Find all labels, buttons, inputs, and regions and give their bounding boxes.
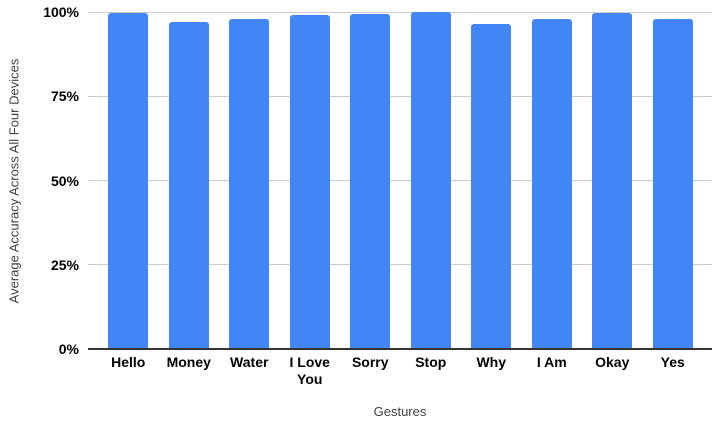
x-tick-label: Hello <box>111 354 146 370</box>
bar-okay <box>592 13 633 349</box>
x-tick-label: Water <box>230 354 269 370</box>
x-tick-label: Sorry <box>351 354 389 370</box>
bar-hello <box>108 12 149 349</box>
gridline <box>88 95 712 97</box>
y-tick-label: 0% <box>58 341 79 357</box>
x-tick-label: Okay <box>595 354 630 370</box>
bar-slot <box>219 12 280 349</box>
bar-slot <box>643 12 704 349</box>
bar-slot <box>280 12 341 349</box>
bar-money <box>168 22 209 349</box>
bar-slot <box>401 12 462 349</box>
bar-slot <box>522 12 583 349</box>
bar-i-love-you <box>289 14 330 349</box>
x-tick-label: Money <box>166 354 211 370</box>
x-tick-label: I Love You <box>289 354 330 387</box>
bar-slot <box>582 12 643 349</box>
bar-yes <box>652 18 693 349</box>
plot-area <box>88 11 712 350</box>
y-tick-label: 50% <box>50 172 79 189</box>
y-tick-label: 25% <box>50 256 79 273</box>
x-axis-line <box>88 348 712 350</box>
gridline <box>88 180 712 181</box>
bar-water <box>229 18 270 349</box>
y-tick-label: 75% <box>50 88 79 105</box>
bar-slot <box>159 12 220 349</box>
bar-sorry <box>350 14 391 349</box>
x-tick-label: Why <box>476 354 507 370</box>
x-tick-label: I Am <box>536 354 567 370</box>
bars-row <box>98 12 703 349</box>
bar-slot <box>340 12 401 349</box>
x-axis-title: Gestures <box>373 404 427 419</box>
y-tick-label: 100% <box>43 4 79 20</box>
bar-stop <box>410 12 451 349</box>
x-tick-label: Stop <box>415 354 447 370</box>
x-tick-label: Yes <box>660 354 685 370</box>
bar-slot <box>98 12 159 349</box>
gridline <box>88 264 712 266</box>
bar-slot <box>461 12 522 349</box>
x-axis-tick-labels: Hello Money Water I Love You Sorry Stop Why I A… <box>98 354 703 388</box>
bar-i-am <box>531 19 572 349</box>
gridline <box>88 11 712 13</box>
bar-why <box>471 23 512 349</box>
